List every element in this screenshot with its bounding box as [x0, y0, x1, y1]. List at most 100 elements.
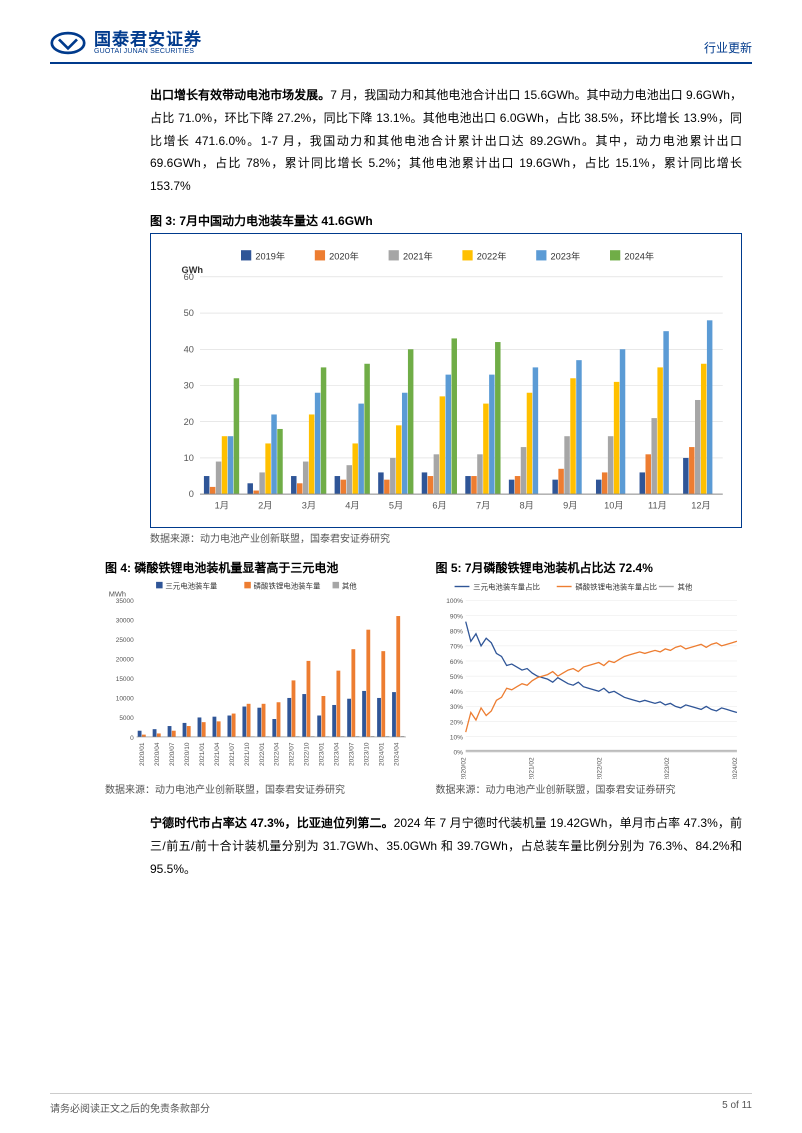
svg-text:80%: 80%	[449, 628, 462, 635]
svg-text:10%: 10%	[449, 734, 462, 741]
svg-text:20: 20	[184, 417, 194, 427]
svg-text:2月: 2月	[258, 500, 272, 510]
svg-text:0: 0	[130, 734, 134, 741]
para2-lead: 宁德时代市占率达 47.3%，比亚迪位列第二。	[150, 816, 394, 830]
logo-en-text: GUOTAI JUNAN SECURITIES	[94, 48, 202, 55]
svg-text:2022/07: 2022/07	[289, 742, 296, 766]
svg-text:2023/01: 2023/01	[319, 742, 326, 766]
fig3-title: 图 3: 7月中国动力电池装车量达 41.6GWh	[150, 212, 742, 229]
svg-text:2024/04: 2024/04	[393, 742, 400, 766]
svg-text:40%: 40%	[449, 689, 462, 696]
svg-text:100%: 100%	[446, 598, 463, 605]
svg-text:5月: 5月	[389, 500, 403, 510]
header-category: 行业更新	[704, 39, 752, 56]
svg-text:11月: 11月	[648, 500, 667, 510]
fig5-chart: 三元电池装车量占比 磷酸铁锂电池装车量占比 其他 0% 10% 20% 30% 40% 50% 6…	[436, 580, 743, 780]
svg-text:2021/01: 2021/01	[199, 742, 206, 766]
svg-text:0: 0	[189, 489, 194, 499]
svg-text:2022/10: 2022/10	[304, 742, 311, 766]
svg-text:2020年: 2020年	[329, 250, 359, 261]
svg-text:2024/02: 2024/02	[731, 757, 738, 780]
svg-text:10: 10	[184, 453, 194, 463]
svg-text:2023/04: 2023/04	[334, 742, 341, 766]
footer-page-number: 5 of 11	[722, 1100, 752, 1115]
svg-text:2023/02: 2023/02	[664, 757, 671, 780]
svg-text:2020/01: 2020/01	[139, 742, 146, 766]
svg-text:60: 60	[184, 272, 194, 282]
svg-text:2020/07: 2020/07	[169, 742, 176, 766]
svg-text:其他: 其他	[677, 581, 692, 591]
svg-text:2023/07: 2023/07	[349, 742, 356, 766]
fig4-title: 图 4: 磷酸铁锂电池装机量显著高于三元电池	[105, 559, 412, 576]
svg-text:其他: 其他	[342, 580, 357, 590]
svg-text:2021/02: 2021/02	[528, 757, 535, 780]
svg-text:4月: 4月	[345, 500, 359, 510]
paragraph-2: 宁德时代市占率达 47.3%，比亚迪位列第二。2024 年 7 月宁德时代装机量…	[150, 812, 742, 880]
svg-text:2021/10: 2021/10	[244, 742, 251, 766]
company-logo-icon	[50, 30, 86, 56]
svg-text:90%: 90%	[449, 613, 462, 620]
svg-text:10000: 10000	[116, 695, 134, 702]
svg-text:50: 50	[184, 308, 194, 318]
svg-text:30%: 30%	[449, 704, 462, 711]
para1-rest: 7 月，我国动力和其他电池合计出口 15.6GWh。其中动力电池出口 9.6GW…	[150, 88, 742, 193]
logo-cn-text: 国泰君安证券	[94, 31, 202, 48]
svg-text:35000: 35000	[116, 598, 134, 605]
svg-text:三元电池装车量占比: 三元电池装车量占比	[473, 581, 540, 591]
svg-text:30: 30	[184, 381, 194, 391]
svg-text:30000: 30000	[116, 617, 134, 624]
svg-text:15000: 15000	[116, 676, 134, 683]
para1-lead: 出口增长有效带动电池市场发展。	[150, 88, 330, 102]
svg-text:2022年: 2022年	[477, 250, 507, 261]
svg-text:7月: 7月	[476, 500, 490, 510]
svg-text:40: 40	[184, 344, 194, 354]
svg-text:三元电池装车量: 三元电池装车量	[165, 580, 218, 590]
fig4-source: 数据来源：动力电池产业创新联盟，国泰君安证券研究	[105, 781, 412, 796]
fig3-chart-box: 2019年2020年2021年2022年2023年2024年GWh0102030…	[150, 233, 742, 528]
svg-text:5000: 5000	[119, 715, 134, 722]
svg-text:25000: 25000	[116, 637, 134, 644]
svg-text:2020/02: 2020/02	[460, 757, 467, 780]
svg-text:10月: 10月	[604, 500, 623, 510]
figure-4: 图 4: 磷酸铁锂电池装机量显著高于三元电池 三元电池装车量 磷酸铁锂电池装车量 其…	[105, 559, 412, 797]
svg-text:2020/04: 2020/04	[154, 742, 161, 766]
svg-text:2022/01: 2022/01	[259, 742, 266, 766]
figure-3: 图 3: 7月中国动力电池装车量达 41.6GWh 2019年 2020年 2021…	[150, 212, 742, 545]
fig5-title: 图 5: 7月磷酸铁锂电池装机占比达 72.4%	[436, 559, 743, 576]
svg-text:2024/01: 2024/01	[378, 742, 385, 766]
svg-text:6月: 6月	[432, 500, 446, 510]
svg-text:2021年: 2021年	[403, 250, 433, 261]
svg-text:2021/07: 2021/07	[229, 742, 236, 766]
fig3-source: 数据来源：动力电池产业创新联盟，国泰君安证券研究	[150, 530, 742, 545]
svg-text:2023/10: 2023/10	[364, 742, 371, 766]
figure-5: 图 5: 7月磷酸铁锂电池装机占比达 72.4% 三元电池装车量占比 磷酸铁锂电池…	[436, 559, 743, 797]
svg-text:2019年: 2019年	[255, 250, 285, 261]
svg-text:2021/04: 2021/04	[214, 742, 221, 766]
svg-text:20%: 20%	[449, 719, 462, 726]
page-footer: 请务必阅读正文之后的免责条款部分 5 of 11	[50, 1093, 752, 1115]
page-header: 国泰君安证券 GUOTAI JUNAN SECURITIES 行业更新	[50, 30, 752, 64]
paragraph-1: 出口增长有效带动电池市场发展。7 月，我国动力和其他电池合计出口 15.6GWh…	[150, 84, 742, 198]
svg-text:磷酸铁锂电池装车量: 磷酸铁锂电池装车量	[254, 580, 321, 590]
fig4-chart: 三元电池装车量磷酸铁锂电池装车量其他MWh0500010000150002000…	[105, 580, 412, 780]
svg-text:70%: 70%	[449, 643, 462, 650]
svg-text:20000: 20000	[116, 656, 134, 663]
svg-text:8月: 8月	[520, 500, 534, 510]
svg-text:50%: 50%	[449, 674, 462, 681]
footer-disclaimer: 请务必阅读正文之后的免责条款部分	[50, 1100, 210, 1115]
svg-text:9月: 9月	[563, 500, 577, 510]
svg-text:2023年: 2023年	[551, 250, 581, 261]
svg-text:2020/10: 2020/10	[184, 742, 191, 766]
svg-text:0%: 0%	[453, 749, 463, 756]
svg-text:磷酸铁锂电池装车量占比: 磷酸铁锂电池装车量占比	[575, 581, 657, 591]
svg-text:2024年: 2024年	[624, 250, 654, 261]
svg-text:1月: 1月	[215, 500, 229, 510]
logo-block: 国泰君安证券 GUOTAI JUNAN SECURITIES	[50, 30, 202, 56]
svg-text:12月: 12月	[691, 500, 710, 510]
svg-text:3月: 3月	[302, 500, 316, 510]
svg-text:2022/04: 2022/04	[274, 742, 281, 766]
fig5-source: 数据来源：动力电池产业创新联盟，国泰君安证券研究	[436, 781, 743, 796]
svg-text:2022/02: 2022/02	[596, 757, 603, 780]
fig3-chart: 2019年2020年2021年2022年2023年2024年GWh0102030…	[159, 242, 733, 519]
svg-text:60%: 60%	[449, 659, 462, 666]
